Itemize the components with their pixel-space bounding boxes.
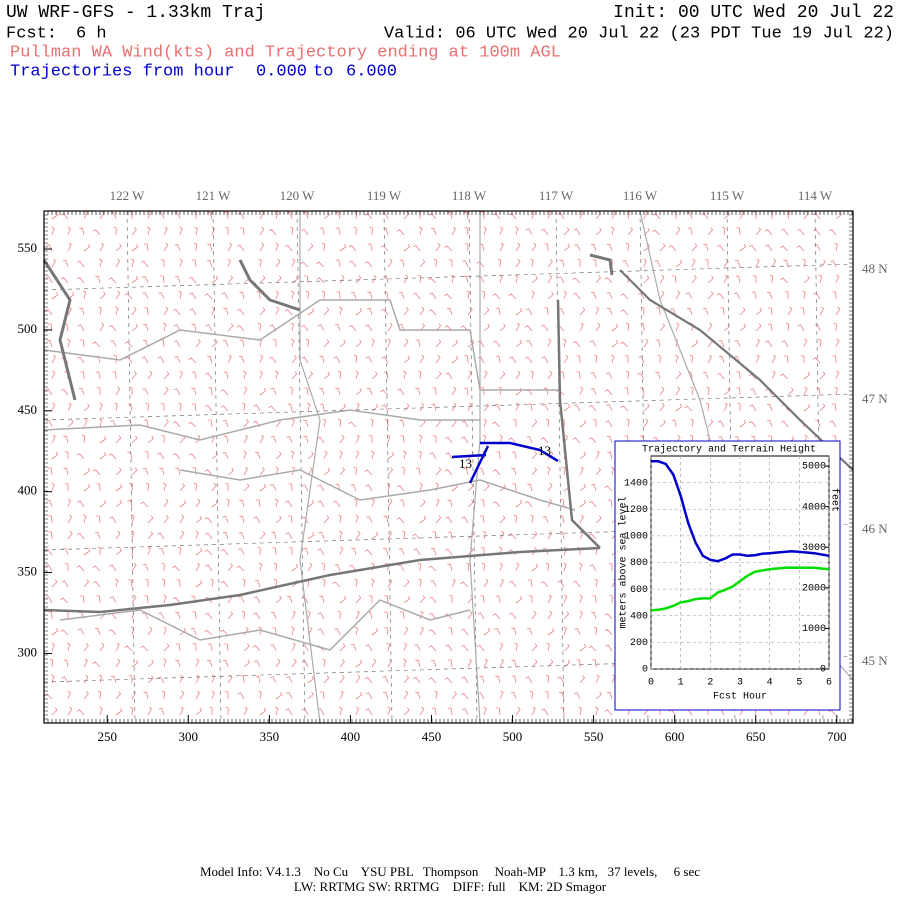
longitude-label: 120 W — [280, 188, 316, 203]
x-tick-label: 400 — [341, 729, 361, 744]
y2-tick-label: 4000 — [802, 502, 826, 513]
x-tick-label: 500 — [503, 729, 523, 744]
y2-tick-label: 0 — [820, 665, 826, 676]
y2-tick-label: 2000 — [802, 583, 826, 594]
graticule — [43, 393, 854, 421]
x-axis-label: Fcst Hour — [713, 692, 767, 703]
y-tick-label: 550 — [18, 240, 38, 255]
graticule — [296, 210, 306, 724]
inset-frame — [614, 440, 841, 711]
x-tick-label: 550 — [584, 729, 604, 744]
boundary — [42, 259, 77, 401]
x-tick-label: 600 — [665, 729, 685, 744]
x-tick-label: 2 — [707, 678, 713, 689]
longitude-label: 122 W — [110, 188, 146, 203]
latitude-label: 46 N — [862, 521, 888, 536]
x-tick-label: 450 — [422, 729, 442, 744]
model-title: UW WRF-GFS - 1.33km Traj — [6, 3, 265, 23]
y-tick-label: 400 — [18, 483, 38, 498]
init-time: Init: 00 UTC Wed 20 Jul 22 — [613, 3, 894, 23]
y-tick-label: 600 — [630, 585, 648, 596]
y-tick-label: 0 — [642, 665, 648, 676]
footer-line: Model Info: V4.1.3 No Cu YSU PBL Thompso… — [200, 864, 700, 879]
x-tick-label: 250 — [97, 729, 117, 744]
y-tick-label: 350 — [18, 564, 38, 579]
y-tick-label: 1400 — [624, 478, 648, 489]
y-tick-label: 1200 — [624, 505, 648, 516]
y-tick-label: 800 — [630, 558, 648, 569]
x-tick-label: 3 — [737, 678, 743, 689]
traj-from: 0.000 — [256, 62, 307, 81]
y2-axis-label: feet — [828, 488, 840, 512]
x-tick-label: 4 — [767, 678, 773, 689]
x-tick-label: 300 — [179, 729, 199, 744]
x-tick-label: 5 — [796, 678, 802, 689]
fcst-value: 6 h — [76, 24, 107, 43]
boundary — [43, 546, 601, 614]
boundary — [59, 599, 471, 651]
series-line — [651, 460, 830, 563]
latitude-label: 48 N — [862, 261, 888, 276]
trajectory-label: 13 — [538, 443, 551, 458]
longitude-label: 119 W — [367, 188, 402, 203]
y-axis-label: meters above sea level — [618, 496, 630, 628]
y-tick-label: 450 — [18, 402, 38, 417]
longitude-label: 117 W — [539, 188, 574, 203]
boundary — [299, 211, 321, 724]
traj-label: Trajectories from hour — [10, 62, 234, 81]
valid-time: Valid: 06 UTC Wed 20 Jul 22 (23 PDT Tue … — [384, 24, 894, 43]
x-tick-label: 350 — [260, 729, 280, 744]
boundary — [589, 253, 614, 276]
trajectory — [468, 445, 490, 484]
boundary — [556, 299, 601, 549]
traj-word: to — [313, 62, 333, 81]
y-tick-label: 300 — [18, 644, 38, 659]
longitude-label: 118 W — [452, 188, 487, 203]
traj-to: 6.000 — [346, 62, 397, 81]
y-tick-label: 400 — [630, 611, 648, 622]
boundary — [238, 259, 301, 312]
footer-line: LW: RRTMG SW: RRTMG DIFF: full KM: 2D Sm… — [294, 879, 607, 894]
longitude-label: 116 W — [623, 188, 658, 203]
longitude-label: 115 W — [710, 188, 745, 203]
graticule — [383, 210, 393, 724]
graticule — [43, 263, 854, 291]
x-tick-label: 0 — [648, 678, 654, 689]
boundary — [43, 299, 560, 391]
x-tick-label: 650 — [746, 729, 766, 744]
fcst-label: Fcst: — [6, 24, 57, 43]
x-tick-label: 700 — [827, 729, 847, 744]
boundary — [179, 469, 576, 511]
y2-tick-label: 3000 — [802, 543, 826, 554]
subtitle: Pullman WA Wind(kts) and Trajectory endi… — [10, 43, 561, 62]
boundary — [43, 409, 480, 441]
boundary — [619, 269, 854, 471]
chart-title: Trajectory and Terrain Height — [642, 444, 816, 456]
graticule — [555, 210, 565, 724]
y-tick-label: 200 — [630, 638, 648, 649]
latitude-label: 45 N — [862, 653, 888, 668]
trajectory-label: 13 — [459, 456, 472, 471]
longitude-label: 121 W — [196, 188, 232, 203]
trajectory — [451, 453, 487, 459]
graticule — [126, 210, 136, 724]
y2-tick-label: 5000 — [802, 462, 826, 473]
x-tick-label: 1 — [678, 678, 684, 689]
longitude-label: 114 W — [798, 188, 833, 203]
series-line — [650, 566, 830, 612]
x-tick-label: 6 — [826, 678, 832, 689]
y-tick-label: 500 — [18, 321, 38, 336]
y-tick-label: 1000 — [624, 532, 648, 543]
graticule — [212, 210, 222, 724]
graticule — [468, 210, 478, 724]
boundary — [469, 211, 481, 724]
y2-tick-label: 1000 — [802, 624, 826, 635]
trajectory — [480, 441, 559, 463]
latitude-label: 47 N — [862, 391, 888, 406]
